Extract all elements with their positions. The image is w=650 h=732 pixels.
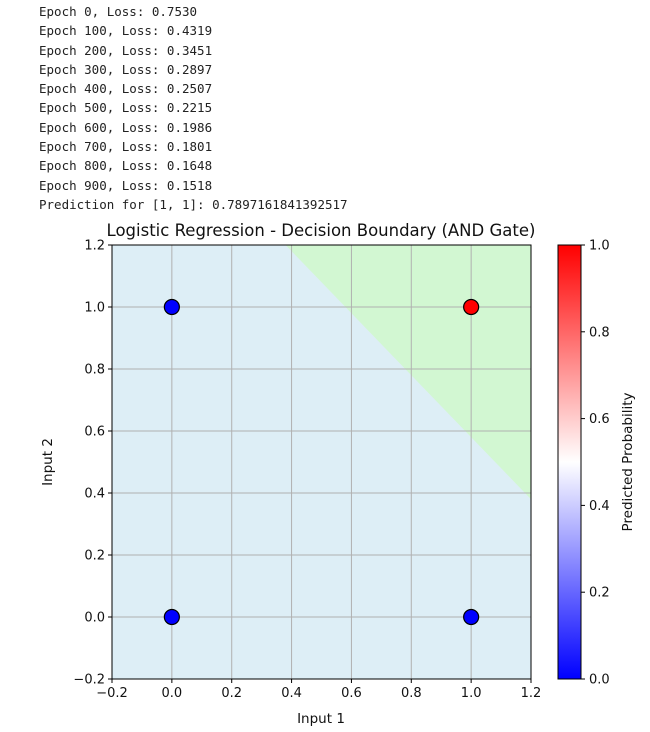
y-tick-label: −0.2	[73, 673, 105, 688]
data-point	[463, 608, 480, 626]
y-tick-label: 0.2	[84, 549, 105, 564]
console-output: Epoch 0, Loss: 0.7530 Epoch 100, Loss: 0.…	[39, 2, 348, 214]
x-axis-label: Input 1	[297, 711, 345, 727]
x-tick-label: 1.0	[461, 686, 482, 701]
plot-area	[111, 244, 532, 680]
log-line: Epoch 900, Loss: 0.1518	[39, 177, 213, 193]
data-point	[463, 298, 480, 316]
x-tick-label: 0.0	[162, 686, 183, 701]
y-tick-label: 1.0	[84, 301, 105, 316]
log-line: Epoch 800, Loss: 0.1648	[39, 158, 213, 174]
colorbar-tick-label: 0.8	[589, 325, 610, 340]
data-point	[163, 608, 180, 626]
plot-frame	[111, 244, 532, 680]
y-tick-label: 0.4	[84, 487, 105, 502]
log-line: Epoch 0, Loss: 0.7530	[39, 4, 198, 19]
colorbar-tick-label: 0.2	[589, 586, 610, 601]
data-points	[163, 298, 480, 626]
y-tick-label: 0.8	[84, 363, 105, 378]
x-tick-label: 0.2	[221, 686, 242, 701]
colorbar-tick-label: 1.0	[589, 239, 610, 254]
x-axis: −0.2 0.0 0.2 0.4 0.6 0.8 1.0 1.2	[96, 679, 541, 701]
x-tick-label: 0.4	[281, 686, 302, 701]
x-tick-label: −0.2	[96, 686, 128, 701]
colorbar-ticks: 0.0 0.2 0.4 0.6 0.8 1.0	[581, 239, 610, 688]
prediction-line: Prediction for [1, 1]: 0.789716184139251…	[39, 196, 348, 212]
log-line: Epoch 700, Loss: 0.1801	[39, 139, 213, 155]
y-tick-label: 1.2	[84, 239, 105, 254]
log-line: Epoch 100, Loss: 0.4319	[39, 23, 213, 39]
colorbar-label: Predicted Probability	[620, 392, 636, 531]
y-tick-label: 0.0	[84, 611, 105, 626]
log-line: Epoch 200, Loss: 0.3451	[39, 42, 213, 58]
log-line: Epoch 400, Loss: 0.2507	[39, 81, 213, 97]
x-tick-label: 0.8	[401, 686, 422, 701]
y-tick-label: 0.6	[84, 425, 105, 440]
colorbar-tick-label: 0.4	[589, 499, 610, 514]
y-axis-label: Input 2	[40, 438, 56, 486]
chart-title: Logistic Regression - Decision Boundary …	[107, 221, 536, 240]
y-axis: −0.2 0.0 0.2 0.4 0.6 0.8 1.0 1.2	[73, 239, 112, 688]
colorbar-tick-label: 0.6	[589, 412, 610, 427]
colorbar-tick-label: 0.0	[589, 673, 610, 688]
log-line: Epoch 500, Loss: 0.2215	[39, 100, 213, 116]
colorbar-gradient	[557, 244, 582, 680]
colorbar: 0.0 0.2 0.4 0.6 0.8 1.0 Predicted Probability	[557, 239, 636, 688]
x-tick-label: 0.6	[341, 686, 362, 701]
data-point	[163, 298, 180, 316]
log-line: Epoch 300, Loss: 0.2897	[39, 61, 213, 77]
x-tick-label: 1.2	[521, 686, 542, 701]
log-line: Epoch 600, Loss: 0.1986	[39, 119, 213, 135]
